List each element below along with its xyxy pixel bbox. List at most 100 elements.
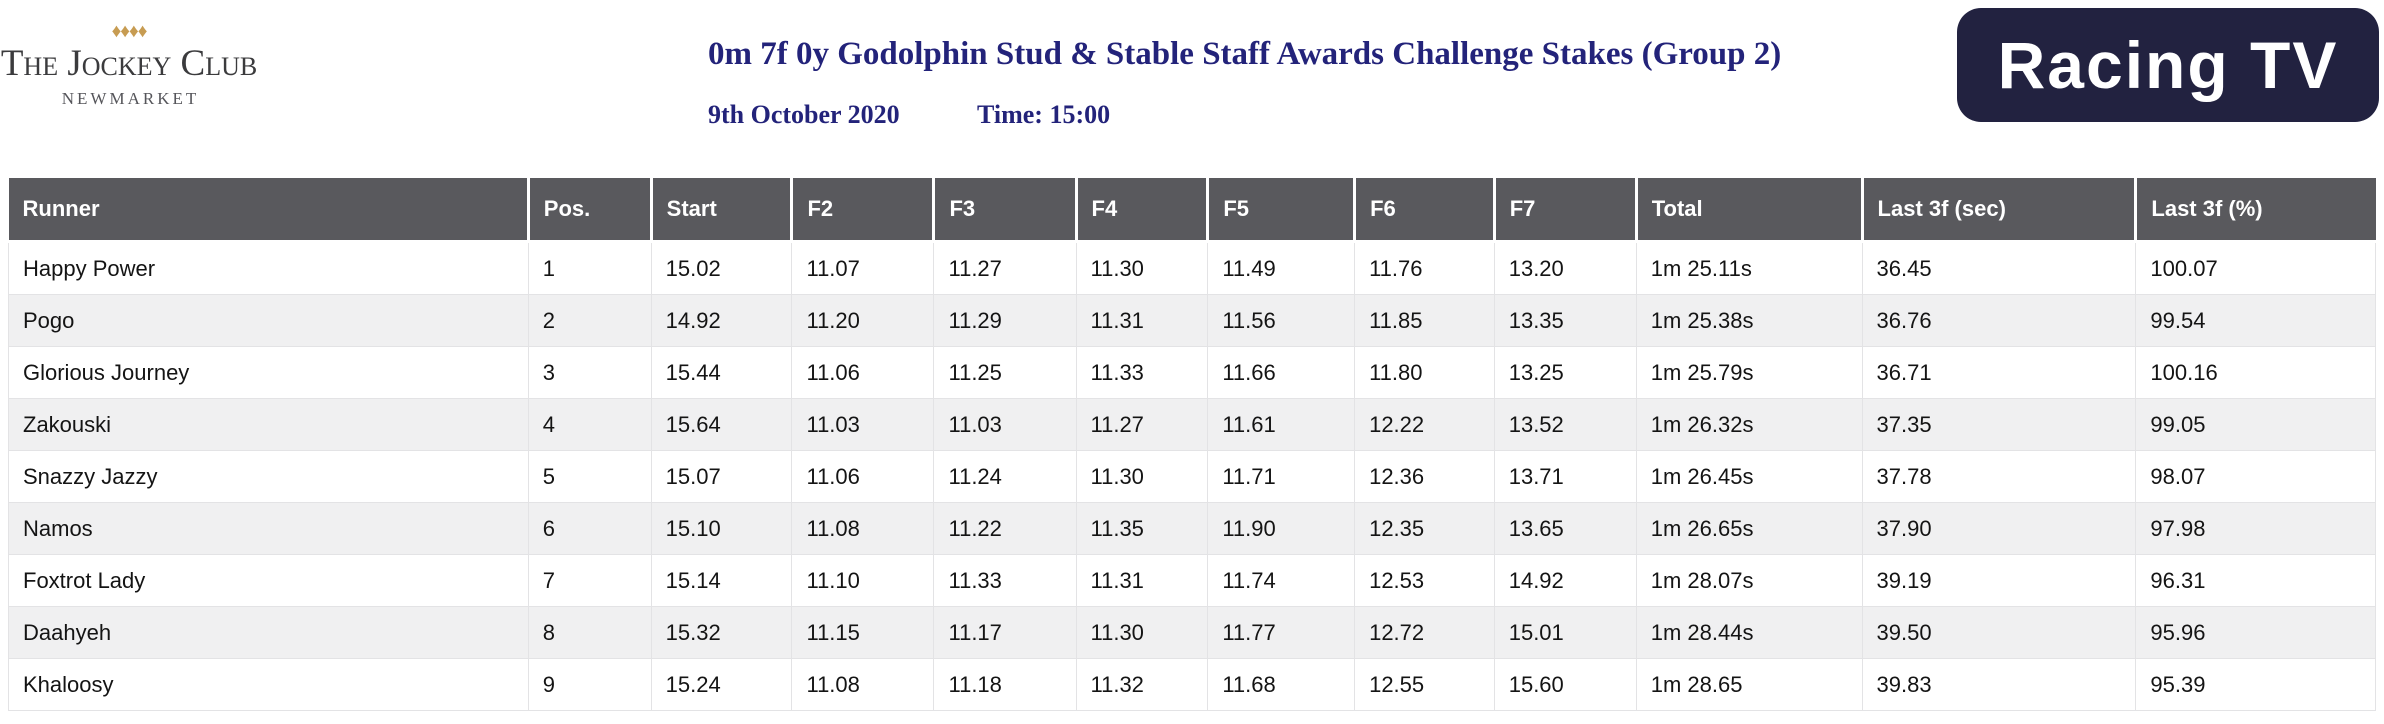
cell-pos: 8: [527, 606, 652, 659]
cell-total: 1m 25.11s: [1635, 241, 1863, 295]
cell-f7: 15.01: [1493, 606, 1637, 659]
cell-f4: 11.33: [1075, 346, 1209, 399]
race-date: 9th October 2020: [708, 100, 900, 129]
table-header-row: Runner Pos. Start F2 F3 F4 F5 F6 F7 Total Last 3f …: [8, 178, 2376, 243]
cell-f5: 11.66: [1207, 346, 1356, 399]
cell-f5: 11.49: [1207, 241, 1356, 295]
table-row: Snazzy Jazzy 5 15.07 11.06 11.24 11.30 11.71 12…: [8, 450, 2376, 503]
sectional-times-table: Runner Pos. Start F2 F3 F4 F5 F6 F7 Total Last 3f …: [8, 178, 2376, 711]
cell-f7: 13.65: [1493, 502, 1637, 555]
cell-f4: 11.30: [1075, 450, 1209, 503]
cell-f2: 11.07: [791, 241, 935, 295]
cell-last-3f-sec: 36.45: [1861, 241, 2137, 295]
jockey-club-logo-title: The Jockey Club: [0, 43, 258, 84]
cell-runner: Namos: [8, 502, 529, 555]
table-body: Happy Power 1 15.02 11.07 11.27 11.30 11.49 11.…: [8, 241, 2376, 711]
cell-last-3f-sec: 36.71: [1861, 346, 2137, 399]
cell-f5: 11.61: [1207, 398, 1356, 451]
cell-pos: 7: [527, 554, 652, 607]
column-header-last-3f-sec: Last 3f (sec): [1862, 178, 2138, 243]
cell-f2: 11.03: [791, 398, 935, 451]
cell-f7: 13.25: [1493, 346, 1637, 399]
cell-f2: 11.08: [791, 658, 935, 711]
cell-f7: 13.35: [1493, 294, 1637, 347]
cell-f4: 11.30: [1075, 606, 1209, 659]
cell-start: 15.24: [650, 658, 793, 711]
cell-runner: Pogo: [8, 294, 529, 347]
cell-start: 15.14: [650, 554, 793, 607]
cell-f4: 11.31: [1075, 554, 1209, 607]
jockey-club-logo: ♦♦♦♦ The Jockey Club NEWMARKET: [0, 8, 258, 134]
cell-last-3f-sec: 37.78: [1861, 450, 2137, 503]
cell-f7: 14.92: [1493, 554, 1637, 607]
cell-f2: 11.10: [791, 554, 935, 607]
column-header-runner: Runner: [8, 178, 530, 243]
column-header-f3: F3: [933, 178, 1078, 243]
cell-start: 15.07: [650, 450, 793, 503]
cell-f3: 11.33: [933, 554, 1077, 607]
column-header-f4: F4: [1076, 178, 1210, 243]
race-time: Time: 15:00: [977, 100, 1111, 129]
cell-f4: 11.30: [1075, 241, 1209, 295]
cell-last-3f: 99.05: [2135, 398, 2376, 451]
cell-last-3f: 95.96: [2135, 606, 2376, 659]
cell-f3: 11.18: [933, 658, 1077, 711]
column-header-f6: F6: [1354, 178, 1496, 243]
column-header-f2: F2: [791, 178, 936, 243]
cell-f3: 11.17: [933, 606, 1077, 659]
jockey-club-logo-subtitle: NEWMARKET: [61, 88, 200, 108]
cell-f3: 11.27: [933, 241, 1077, 295]
column-header-pos: Pos.: [528, 178, 653, 243]
column-header-total: Total: [1636, 178, 1864, 243]
cell-total: 1m 25.79s: [1635, 346, 1863, 399]
cell-total: 1m 25.38s: [1635, 294, 1863, 347]
cell-f4: 11.31: [1075, 294, 1209, 347]
cell-f5: 11.90: [1207, 502, 1356, 555]
cell-last-3f: 100.07: [2135, 241, 2376, 295]
cell-f4: 11.27: [1075, 398, 1209, 451]
cell-runner: Zakouski: [8, 398, 529, 451]
cell-f2: 11.08: [791, 502, 935, 555]
cell-f6: 12.36: [1354, 450, 1495, 503]
cell-f4: 11.35: [1075, 502, 1209, 555]
cell-f6: 11.76: [1354, 241, 1495, 295]
cell-total: 1m 28.65: [1635, 658, 1863, 711]
cell-start: 15.32: [650, 606, 793, 659]
column-header-start: Start: [651, 178, 794, 243]
cell-last-3f: 100.16: [2135, 346, 2376, 399]
cell-pos: 4: [527, 398, 652, 451]
cell-f7: 13.71: [1493, 450, 1637, 503]
cell-runner: Glorious Journey: [8, 346, 529, 399]
racing-tv-logo-text: Racing TV: [1997, 28, 2339, 102]
table-row: Pogo 2 14.92 11.20 11.29 11.31 11.56 11.85 13.35…: [8, 294, 2376, 347]
cell-total: 1m 28.44s: [1635, 606, 1863, 659]
cell-f6: 11.80: [1354, 346, 1495, 399]
cell-f2: 11.20: [791, 294, 935, 347]
cell-last-3f: 95.39: [2135, 658, 2376, 711]
cell-last-3f: 98.07: [2135, 450, 2376, 503]
table-row: Zakouski 4 15.64 11.03 11.03 11.27 11.61 12.22 1…: [8, 398, 2376, 451]
cell-f5: 11.68: [1207, 658, 1356, 711]
cell-total: 1m 26.65s: [1635, 502, 1863, 555]
table-row: Foxtrot Lady 7 15.14 11.10 11.33 11.31 11.74 12…: [8, 554, 2376, 607]
cell-f6: 12.35: [1354, 502, 1495, 555]
cell-start: 15.64: [650, 398, 793, 451]
cell-total: 1m 26.32s: [1635, 398, 1863, 451]
cell-f7: 15.60: [1493, 658, 1637, 711]
cell-f5: 11.71: [1207, 450, 1356, 503]
cell-last-3f: 99.54: [2135, 294, 2376, 347]
cell-total: 1m 26.45s: [1635, 450, 1863, 503]
cell-last-3f: 96.31: [2135, 554, 2376, 607]
cell-pos: 9: [527, 658, 652, 711]
table-row: Glorious Journey 3 15.44 11.06 11.25 11.33 11.…: [8, 346, 2376, 399]
cell-f2: 11.15: [791, 606, 935, 659]
cell-f2: 11.06: [791, 346, 935, 399]
cell-start: 15.44: [650, 346, 793, 399]
cell-start: 15.02: [650, 241, 793, 295]
cell-f4: 11.32: [1075, 658, 1209, 711]
cell-f6: 12.55: [1354, 658, 1495, 711]
column-header-f5: F5: [1207, 178, 1357, 243]
table-row: Khaloosy 9 15.24 11.08 11.18 11.32 11.68 12.55 1…: [8, 658, 2376, 711]
cell-f3: 11.24: [933, 450, 1077, 503]
cell-pos: 6: [527, 502, 652, 555]
